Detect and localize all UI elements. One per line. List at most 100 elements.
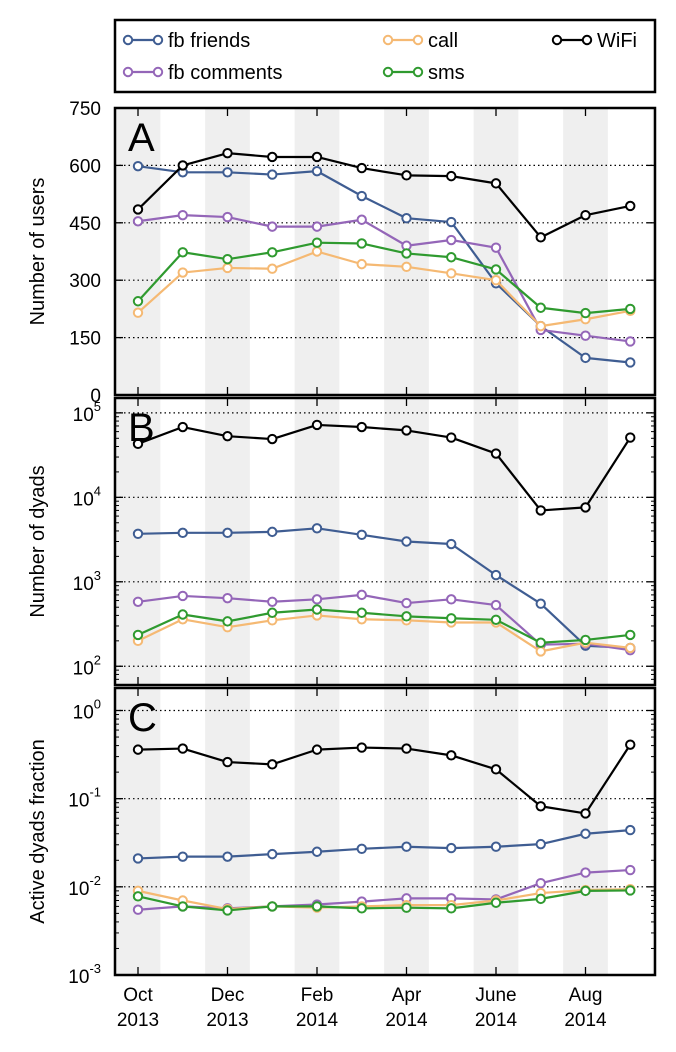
data-point bbox=[222, 262, 233, 274]
legend-entry-fb-comments: fb comments bbox=[122, 62, 282, 84]
gridlines bbox=[115, 164, 655, 339]
legend-label: fb comments bbox=[168, 62, 282, 84]
data-point bbox=[490, 264, 502, 275]
data-point bbox=[625, 357, 636, 368]
data-point bbox=[580, 808, 591, 819]
tick-exponent: -1 bbox=[89, 785, 101, 800]
series-line-wifi bbox=[137, 423, 632, 512]
series-wifi bbox=[132, 739, 636, 819]
series-line-call bbox=[137, 888, 631, 911]
data-point bbox=[580, 330, 591, 341]
data-point bbox=[580, 352, 591, 364]
data-point bbox=[446, 268, 457, 279]
data-point bbox=[446, 538, 457, 550]
series-layer bbox=[132, 419, 636, 657]
data-point bbox=[535, 801, 546, 812]
legend-entry-wifi: WiFi bbox=[551, 30, 637, 52]
gridlines bbox=[115, 412, 655, 667]
shaded-band bbox=[205, 688, 250, 975]
data-point bbox=[401, 611, 412, 622]
data-point bbox=[356, 421, 367, 433]
data-point bbox=[311, 246, 323, 257]
data-point bbox=[311, 604, 323, 615]
data-point bbox=[535, 838, 546, 850]
legend-marker bbox=[152, 34, 164, 46]
shaded-band bbox=[205, 398, 250, 685]
data-point bbox=[222, 253, 233, 265]
data-point bbox=[356, 162, 367, 174]
legend-label: fb friends bbox=[168, 30, 250, 52]
data-point bbox=[267, 247, 278, 258]
data-point bbox=[177, 743, 188, 754]
shaded-band bbox=[563, 108, 608, 395]
series-fb-friends bbox=[132, 824, 636, 864]
tick-base: 10 bbox=[68, 967, 89, 988]
x-tick-label-month: Oct bbox=[123, 985, 153, 1006]
data-point bbox=[132, 204, 144, 215]
tick-base: 10 bbox=[73, 574, 94, 595]
data-point bbox=[535, 232, 546, 243]
tick-exponent: -2 bbox=[89, 873, 101, 888]
data-point bbox=[625, 629, 636, 641]
series-line-sms bbox=[137, 889, 631, 912]
y-axis-label: Number of dyads bbox=[27, 465, 49, 617]
data-point bbox=[267, 433, 278, 445]
data-point bbox=[267, 848, 278, 860]
data-point bbox=[625, 885, 636, 896]
data-point bbox=[401, 425, 412, 436]
series-sms bbox=[132, 237, 636, 319]
data-point bbox=[446, 750, 457, 761]
tick-exponent: 5 bbox=[94, 399, 101, 414]
legend-marker bbox=[122, 66, 134, 78]
data-point bbox=[490, 841, 502, 852]
data-point bbox=[401, 743, 412, 754]
tick-exponent: 4 bbox=[94, 483, 101, 498]
y-tick-label: 10-1 bbox=[68, 785, 101, 812]
data-point bbox=[535, 893, 546, 905]
x-tick-label-year: 2014 bbox=[296, 1010, 339, 1031]
background-bands bbox=[115, 398, 655, 685]
series-sms bbox=[132, 604, 636, 648]
tick-base: 10 bbox=[73, 703, 94, 724]
legend-marker bbox=[412, 34, 424, 46]
y-tick-label: 450 bbox=[69, 214, 101, 235]
data-point bbox=[401, 261, 412, 273]
data-point bbox=[446, 842, 457, 854]
data-point bbox=[535, 320, 546, 332]
legend-entry-fb-friends: fb friends bbox=[122, 30, 250, 52]
data-point bbox=[401, 841, 412, 852]
data-point bbox=[535, 646, 546, 657]
data-point bbox=[356, 742, 367, 753]
y-tick-label: 750 bbox=[69, 99, 101, 120]
data-point bbox=[446, 216, 457, 228]
data-point bbox=[222, 851, 233, 862]
data-point bbox=[267, 596, 278, 607]
data-point bbox=[222, 211, 233, 223]
background-bands bbox=[115, 688, 655, 975]
y-axis-label: Number of users bbox=[27, 178, 49, 326]
data-point bbox=[222, 905, 233, 916]
shaded-band bbox=[115, 688, 161, 975]
y-tick-label: 0 bbox=[90, 386, 101, 407]
data-point bbox=[222, 527, 233, 539]
data-point bbox=[490, 599, 502, 611]
series-layer bbox=[132, 739, 636, 916]
panel-frame bbox=[113, 106, 657, 397]
y-axis-label: Active dyads fraction bbox=[27, 739, 49, 924]
data-point bbox=[177, 901, 188, 912]
data-point bbox=[446, 903, 457, 914]
data-point bbox=[311, 151, 323, 163]
data-point bbox=[132, 853, 144, 864]
data-point bbox=[177, 851, 188, 862]
data-point bbox=[580, 867, 591, 878]
data-point bbox=[177, 421, 188, 433]
data-point bbox=[401, 248, 412, 259]
data-point bbox=[446, 613, 457, 624]
data-point bbox=[132, 629, 144, 641]
shaded-band bbox=[473, 398, 519, 685]
data-point bbox=[132, 744, 144, 755]
data-point bbox=[580, 502, 591, 513]
data-point bbox=[401, 597, 412, 609]
series-line-fb-friends bbox=[137, 829, 631, 860]
